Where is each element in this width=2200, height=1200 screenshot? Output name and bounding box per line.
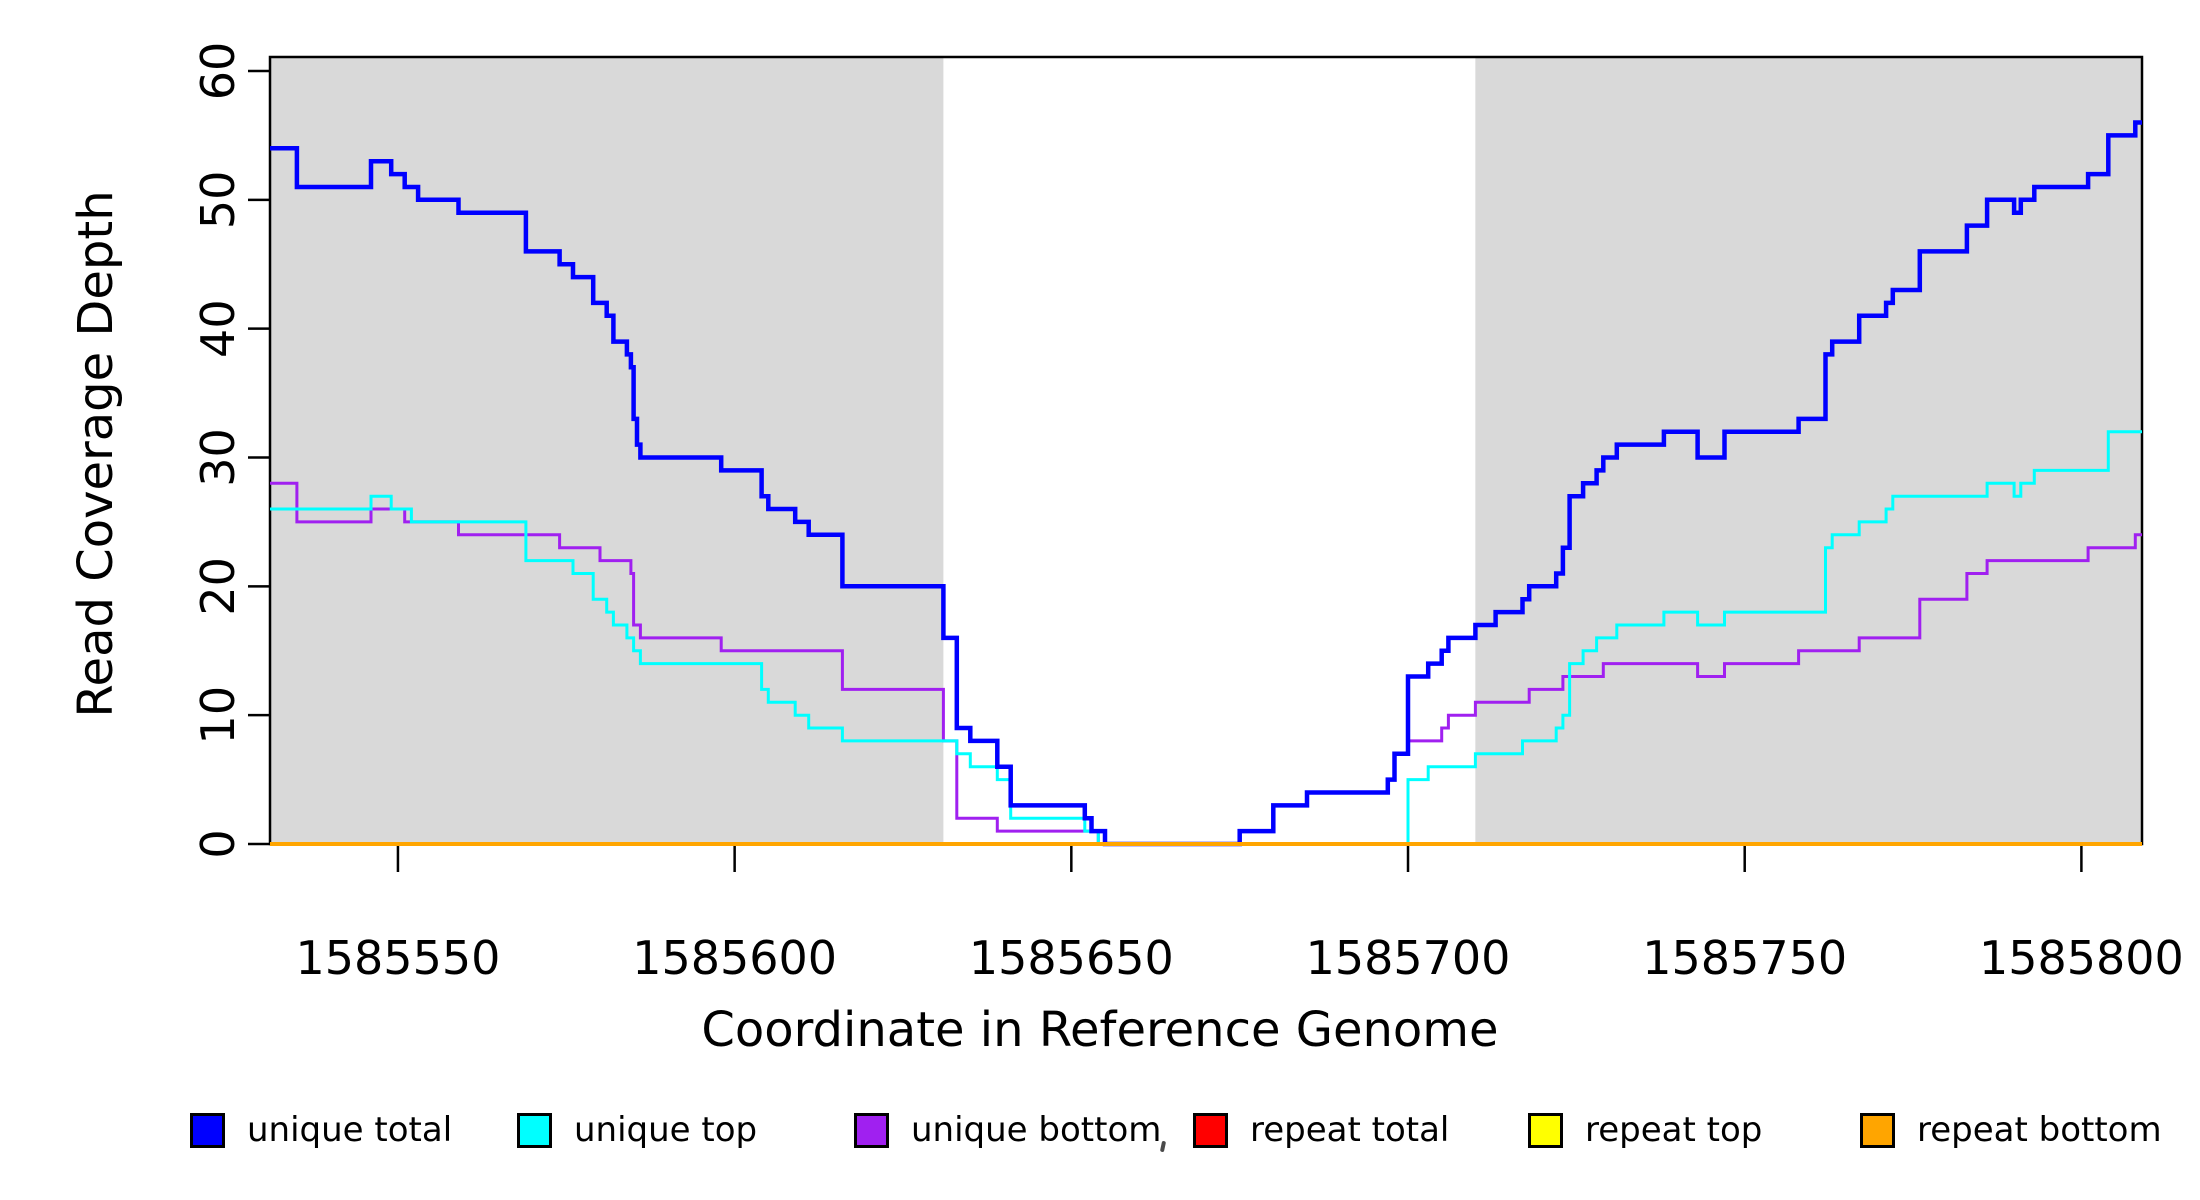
legend-swatch-icon: [1528, 1112, 1563, 1148]
legend-label: unique bottom: [911, 1110, 1162, 1150]
series-line-unique-total: [270, 120, 2142, 847]
y-tick-label: 60: [191, 42, 245, 101]
legend-label: unique top: [574, 1110, 758, 1150]
series-line-unique-top: [270, 430, 2142, 846]
legend-label: repeat total: [1250, 1110, 1450, 1150]
shaded-region: [270, 57, 944, 844]
y-tick-label: 0: [191, 829, 245, 858]
legend-item-repeat-total: repeat total: [1193, 1100, 1449, 1160]
legend-swatch-icon: [190, 1112, 225, 1148]
legend-label: repeat bottom: [1917, 1110, 2162, 1150]
y-tick-label: 50: [191, 171, 245, 230]
legend-item-repeat-bottom: repeat bottom: [1860, 1100, 2162, 1160]
legend: unique total unique top unique bottom repea…: [0, 1100, 2200, 1170]
x-tick-label: 1585800: [1979, 931, 2184, 985]
legend-swatch-icon: [1193, 1112, 1228, 1148]
y-tick-label: 20: [191, 557, 245, 616]
legend-swatch-icon: [517, 1112, 552, 1148]
shaded-region: [1475, 57, 2142, 844]
y-axis-title: Read Coverage Depth: [68, 190, 124, 718]
x-tick-label: 1585600: [632, 931, 837, 985]
legend-item-repeat-top: repeat top: [1528, 1100, 1762, 1160]
y-tick-label: 40: [191, 299, 245, 358]
legend-swatch-icon: [854, 1112, 889, 1148]
legend-item-unique-total: unique total: [190, 1100, 452, 1160]
x-tick-label: 1585700: [1306, 931, 1511, 985]
legend-item-unique-bottom: unique bottom: [854, 1100, 1161, 1160]
legend-label: unique total: [247, 1110, 453, 1150]
x-tick-label: 1585750: [1642, 931, 1847, 985]
legend-label: repeat top: [1585, 1110, 1763, 1150]
x-axis-title: Coordinate in Reference Genome: [701, 1002, 1499, 1058]
y-tick-label: 10: [191, 686, 245, 745]
y-tick-label: 30: [191, 428, 245, 487]
x-tick-label: 1585650: [969, 931, 1174, 985]
x-tick-label: 1585550: [296, 931, 501, 985]
legend-item-unique-top: unique top: [517, 1100, 757, 1160]
legend-swatch-icon: [1860, 1112, 1895, 1148]
